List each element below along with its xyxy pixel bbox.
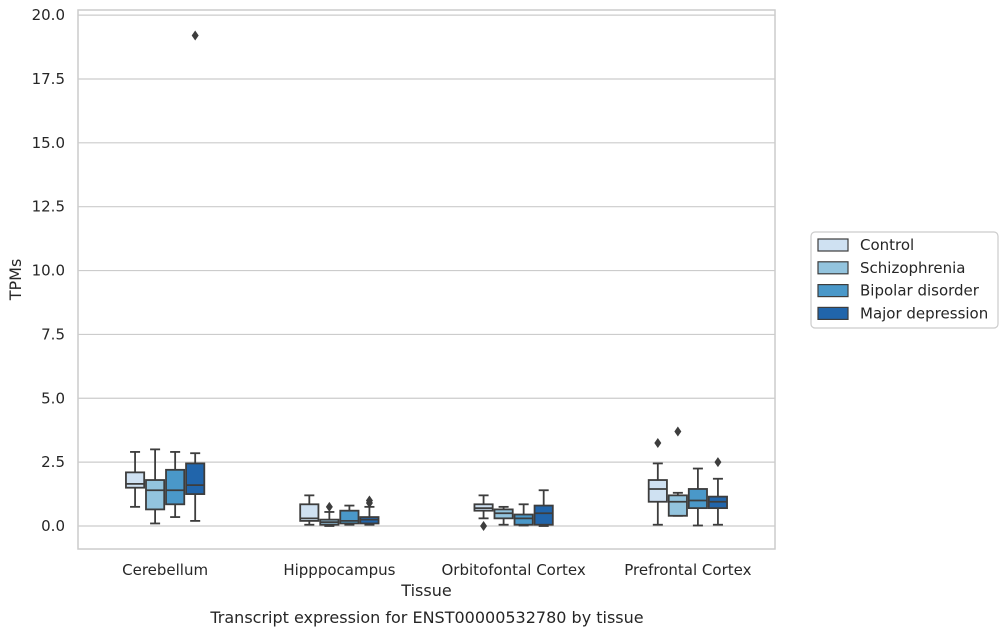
box-body — [647, 479, 668, 503]
box-1-0 — [299, 494, 320, 526]
box-layer — [125, 30, 728, 532]
box-3-1 — [667, 426, 688, 517]
legend-label: Bipolar disorder — [860, 282, 980, 300]
box-body — [667, 494, 688, 517]
box-1-1 — [319, 501, 340, 527]
x-tick-label: Cerebellum — [122, 561, 208, 579]
box-0-1 — [145, 448, 166, 525]
box-body — [125, 471, 146, 489]
y-tick-label: 12.5 — [32, 198, 65, 216]
box-body — [185, 462, 206, 495]
box-3-3 — [707, 457, 728, 526]
box-1-3 — [359, 495, 380, 526]
x-tick-label: Orbitofontal Cortex — [442, 561, 586, 579]
legend-swatch — [817, 238, 849, 252]
outlier-point — [325, 501, 333, 512]
box-0-3 — [185, 30, 206, 522]
x-tick-labels: Cerebellum Hipppocampus Orbitofontal Corte… — [122, 561, 751, 579]
outlier-point — [480, 521, 488, 532]
box-3-2 — [687, 467, 708, 527]
legend-swatch — [817, 261, 849, 275]
outlier-point — [714, 457, 722, 468]
x-tick-label: Prefrontal Cortex — [624, 561, 751, 579]
grid-layer — [78, 14, 775, 527]
chart-caption: Transcript expression for ENST0000053278… — [209, 608, 643, 627]
box-3-0 — [647, 437, 668, 526]
box-0-0 — [125, 451, 146, 508]
y-tick-label: 5.0 — [41, 389, 65, 407]
x-tick-label: Hipppocampus — [283, 561, 395, 579]
box-2-1 — [493, 505, 514, 526]
legend-swatch — [817, 306, 849, 320]
y-tick-label: 20.0 — [32, 6, 65, 24]
box-body — [299, 503, 320, 522]
y-tick-label: 17.5 — [32, 70, 65, 88]
box-body — [687, 488, 708, 510]
x-axis-title: Tissue — [400, 581, 451, 600]
legend: Control Schizophrenia Bipolar disorder Majo… — [810, 231, 999, 329]
outlier-point — [654, 437, 662, 448]
y-axis-title: TPMs — [6, 259, 25, 302]
y-tick-label: 15.0 — [32, 134, 65, 152]
plot-frame — [77, 9, 776, 550]
box-body — [513, 513, 534, 526]
outlier-point — [191, 30, 199, 41]
outlier-point — [365, 495, 373, 506]
y-tick-label: 0.0 — [41, 517, 65, 535]
box-2-2 — [513, 503, 534, 527]
legend-label: Major depression — [860, 304, 988, 322]
legend-label: Control — [860, 236, 914, 254]
outlier-point — [674, 426, 682, 437]
legend-frame — [810, 231, 999, 329]
legend-label: Schizophrenia — [860, 259, 965, 277]
box-body — [145, 479, 166, 511]
box-0-2 — [165, 451, 186, 518]
y-tick-labels: 0.0 2.5 5.0 7.5 10.0 12.5 15.0 17.5 20.0 — [32, 6, 65, 535]
y-tick-label: 2.5 — [41, 453, 65, 471]
y-tick-label: 10.0 — [32, 262, 65, 280]
legend-swatch — [817, 284, 849, 298]
box-body — [533, 504, 554, 526]
y-tick-label: 7.5 — [41, 325, 65, 343]
box-2-0 — [473, 494, 494, 532]
box-body — [165, 468, 186, 506]
box-2-3 — [533, 489, 554, 527]
box-1-2 — [339, 504, 360, 526]
